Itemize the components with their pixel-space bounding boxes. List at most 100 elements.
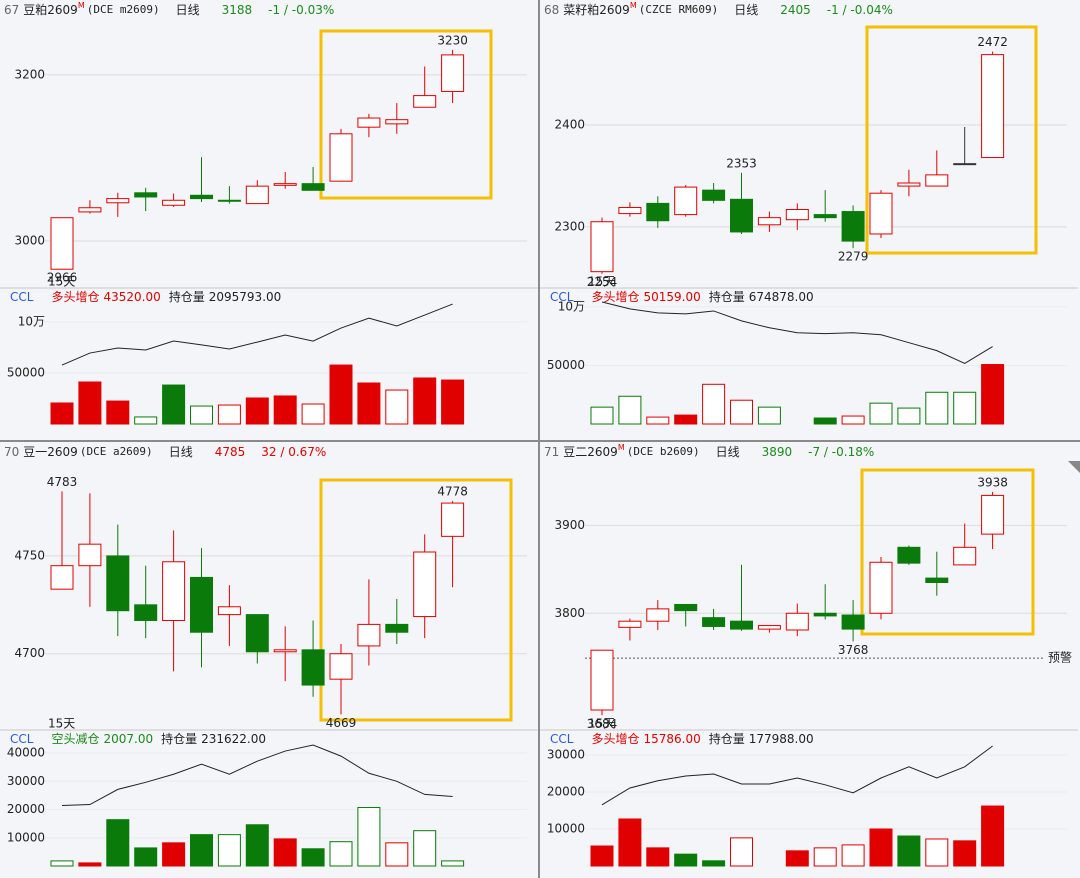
position-status: 空头减仓 [51, 732, 99, 746]
volume-bar [162, 384, 186, 425]
candle-body [730, 198, 753, 233]
volume-bar [785, 850, 809, 867]
price-change: 32 / 0.67% [261, 445, 326, 459]
position-status: 多头增仓 [591, 290, 639, 304]
y-tick-label: 30000 [7, 774, 45, 788]
indicator-header: CCL 多头增仓 15786.00 持仓量 177988.00 [550, 731, 814, 746]
y-tick-label: 20000 [547, 784, 585, 798]
volume-bar [106, 819, 130, 867]
position-change: 2007.00 [103, 732, 153, 746]
y-tick-label: 3900 [554, 518, 585, 532]
indicator-name: CCL [10, 732, 34, 746]
candle-body [329, 653, 353, 680]
open-interest-line [61, 303, 453, 366]
high-label: 2472 [977, 35, 1008, 49]
volume-bar [190, 405, 213, 425]
last-price: 4785 [215, 445, 246, 459]
period-count: 15天 [588, 717, 615, 731]
highlight-box [865, 25, 1038, 255]
contract-name: 豆粕2609 [23, 2, 78, 17]
y-tick-label: 30000 [547, 747, 585, 761]
volume-bar [245, 824, 269, 867]
indicator-name: CCL [10, 290, 34, 304]
volume-bar [646, 847, 670, 867]
open-interest-line [601, 745, 993, 806]
volume-bar [646, 416, 670, 425]
open-interest-value: 231622.00 [201, 732, 266, 746]
volume-bar [134, 416, 158, 425]
candle-body [162, 561, 186, 621]
open-interest-label: 持仓量 [709, 289, 745, 304]
y-tick-label: 3200 [14, 67, 45, 81]
y-tick-label: 10万 [558, 299, 585, 313]
candle-body [217, 199, 241, 202]
volume-bar [590, 406, 614, 425]
volume-bar [357, 807, 381, 867]
highlight-box [319, 29, 493, 200]
volume-bar [702, 383, 726, 425]
indicator-name: CCL [550, 732, 574, 746]
candle-body [413, 95, 437, 108]
candle-body [869, 561, 893, 614]
candle-body [674, 603, 698, 612]
panel-header: 67 豆粕2609M (DCE m2609) 日线 3188 -1 / -0.03% [4, 1, 334, 17]
corner-marker [1068, 461, 1080, 473]
volume-bar [441, 379, 465, 425]
price-change: -1 / -0.04% [827, 3, 893, 17]
highlight-box [860, 468, 1035, 636]
candle-body [897, 182, 921, 187]
volume-bar [590, 845, 614, 867]
volume-bar [841, 844, 865, 867]
volume-bar [981, 805, 1005, 867]
candle-body [385, 119, 409, 125]
last-price: 2405 [780, 3, 811, 17]
candle-body [134, 604, 158, 621]
high-label: 2353 [726, 156, 757, 170]
period-selector: 日线 [734, 3, 758, 17]
position-status: 多头增仓 [51, 290, 99, 304]
candle-body [674, 186, 698, 216]
candle-body [190, 194, 213, 200]
candle-body [217, 606, 241, 616]
open-interest-line [61, 744, 453, 807]
panel-index: 70 [4, 445, 19, 459]
volume-bar [925, 391, 949, 425]
alert-label: 预警 [1048, 650, 1072, 665]
indicator-header: CCL 空头减仓 2007.00 持仓量 231622.00 [10, 731, 266, 746]
candle-body [897, 546, 921, 564]
indicator-header: CCL 多头增仓 43520.00 持仓量 2095793.00 [10, 289, 281, 304]
volume-bar [134, 847, 158, 867]
volume-bar [385, 389, 409, 425]
volume-bar [841, 415, 865, 425]
candle-body [190, 576, 213, 633]
candle-body [702, 617, 726, 627]
candle-body [785, 209, 809, 221]
candle-body [953, 163, 977, 166]
volume-bar [329, 364, 353, 425]
volume-bar [702, 860, 726, 867]
volume-bar [301, 403, 325, 425]
candle-body [785, 612, 809, 631]
candle-body [301, 183, 325, 191]
main-contract-mark: M [618, 443, 625, 452]
volume-bar [106, 400, 130, 425]
panel-index: 68 [544, 3, 559, 17]
low-label: 2966 [47, 271, 78, 285]
candle-body [590, 649, 614, 711]
volume-bar [897, 407, 921, 425]
volume-bar [273, 395, 297, 425]
y-tick-label: 2400 [554, 117, 585, 131]
period-count: 15天 [48, 717, 75, 731]
volume-bar [757, 406, 781, 425]
candle-body [702, 189, 726, 201]
candle-body [301, 649, 325, 686]
open-interest-label: 持仓量 [169, 289, 205, 304]
volume-bar [953, 840, 977, 867]
low-label: 4669 [326, 716, 357, 730]
panel-header: 70 豆一2609 (DCE a2609) 日线 4785 32 / 0.67% [4, 445, 326, 459]
candle-body [646, 608, 670, 622]
contract-name: 豆二2609 [563, 445, 618, 459]
candle-body [618, 206, 642, 215]
